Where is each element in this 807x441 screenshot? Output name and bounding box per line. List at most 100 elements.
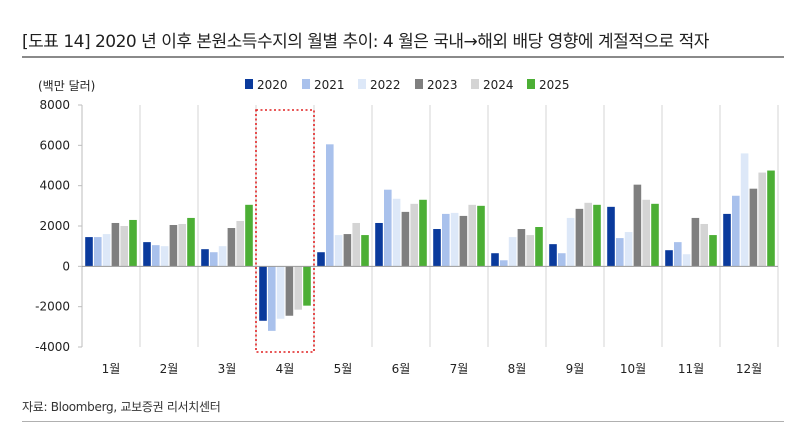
bar-2025-9 bbox=[593, 204, 601, 267]
x-tick-label: 1월 bbox=[102, 362, 121, 376]
bar-2022-4 bbox=[276, 266, 285, 319]
bottom-divider bbox=[22, 421, 784, 422]
bar-2020-9 bbox=[549, 244, 557, 267]
bar-2023-10 bbox=[633, 184, 642, 267]
bar-2023-1 bbox=[111, 222, 120, 267]
bar-2025-6 bbox=[419, 199, 427, 267]
legend-swatch-2023 bbox=[415, 79, 423, 89]
bar-2021-12 bbox=[732, 195, 740, 267]
legend-swatch-2020 bbox=[245, 79, 253, 89]
bar-2024-12 bbox=[758, 172, 766, 267]
bar-2021-7 bbox=[442, 213, 450, 267]
bar-2025-7 bbox=[477, 205, 485, 267]
bar-2022-10 bbox=[624, 232, 633, 267]
bar-2022-3 bbox=[218, 246, 227, 267]
x-tick-label: 9월 bbox=[566, 362, 585, 376]
bar-2023-2 bbox=[169, 224, 178, 267]
bar-2021-4 bbox=[268, 266, 276, 331]
y-tick-label: 8000 bbox=[39, 98, 70, 112]
x-tick-label: 6월 bbox=[392, 362, 411, 376]
bar-2024-6 bbox=[410, 203, 418, 267]
bar-2022-1 bbox=[102, 234, 111, 267]
bar-2025-4 bbox=[303, 266, 311, 306]
figure-title: [도표 14] 2020 년 이후 본원소득수지의 월별 추이: 4 월은 국내… bbox=[22, 32, 709, 52]
y-tick-label: 0 bbox=[62, 259, 70, 273]
x-tick-label: 7월 bbox=[450, 362, 469, 376]
bar-2023-8 bbox=[517, 229, 526, 267]
y-axis: -4000 -2000 0 2000 4000 6000 8000 bbox=[35, 98, 83, 354]
legend-label: 2023 bbox=[427, 78, 458, 92]
bar-2024-10 bbox=[642, 199, 650, 267]
bar-2020-7 bbox=[433, 229, 441, 267]
bar-2025-10 bbox=[651, 203, 659, 267]
x-tick-label: 4월 bbox=[276, 362, 295, 376]
bar-2020-6 bbox=[375, 222, 383, 267]
bar-2025-2 bbox=[187, 217, 195, 267]
bar-2024-3 bbox=[236, 220, 244, 267]
bar-2024-2 bbox=[178, 223, 186, 267]
month-separators bbox=[81, 105, 779, 347]
bar-2025-5 bbox=[361, 235, 369, 267]
bar-2023-9 bbox=[575, 208, 584, 267]
legend-label: 2021 bbox=[314, 78, 345, 92]
bar-2020-12 bbox=[723, 213, 731, 267]
bar-2025-3 bbox=[245, 204, 253, 267]
legend-swatch-2022 bbox=[358, 79, 366, 89]
bar-2020-2 bbox=[143, 242, 151, 267]
bar-2021-5 bbox=[326, 144, 334, 267]
x-tick-label: 11월 bbox=[678, 362, 704, 376]
bars bbox=[85, 144, 775, 331]
bar-2020-11 bbox=[665, 250, 673, 267]
bar-2020-10 bbox=[607, 206, 615, 267]
bar-2020-4 bbox=[259, 266, 267, 321]
bar-2022-8 bbox=[508, 237, 517, 267]
bar-2025-8 bbox=[535, 227, 543, 267]
legend-label: 2025 bbox=[539, 78, 570, 92]
y-tick-label: 2000 bbox=[39, 219, 70, 233]
april-highlight-box bbox=[255, 109, 315, 353]
source-note: 자료: Bloomberg, 교보증권 리서치센터 bbox=[22, 400, 221, 414]
bar-2022-11 bbox=[682, 254, 691, 267]
bar-2024-9 bbox=[584, 202, 592, 267]
bar-2021-2 bbox=[152, 245, 160, 267]
y-tick-label: -2000 bbox=[35, 300, 70, 314]
bar-2023-4 bbox=[285, 266, 294, 316]
bar-2023-3 bbox=[227, 228, 236, 267]
title-divider bbox=[22, 56, 784, 58]
bar-2024-5 bbox=[352, 222, 360, 267]
bar-2021-8 bbox=[500, 260, 508, 267]
bar-2024-8 bbox=[526, 235, 534, 267]
bar-2021-9 bbox=[558, 253, 566, 267]
y-tick-label: 4000 bbox=[39, 179, 70, 193]
bar-2023-12 bbox=[749, 188, 758, 267]
x-tick-label: 8월 bbox=[508, 362, 527, 376]
bar-2021-3 bbox=[210, 252, 218, 267]
bar-2020-1 bbox=[85, 237, 93, 267]
bar-2023-7 bbox=[459, 215, 468, 267]
bar-2023-5 bbox=[343, 234, 352, 267]
bar-2024-7 bbox=[468, 204, 476, 267]
bar-2024-1 bbox=[120, 226, 128, 267]
legend-swatch-2021 bbox=[302, 79, 310, 89]
x-axis: 1월 2월 3월 4월 5월 6월 7월 8월 9월 10월 11월 12월 bbox=[82, 265, 778, 376]
bar-2022-12 bbox=[740, 153, 749, 267]
bar-2020-3 bbox=[201, 249, 209, 267]
legend-swatch-2024 bbox=[471, 79, 479, 89]
legend: 2020 2021 2022 2023 2024 2025 bbox=[245, 78, 570, 92]
x-tick-label: 3월 bbox=[218, 362, 237, 376]
legend-label: 2022 bbox=[370, 78, 401, 92]
bar-2021-10 bbox=[616, 238, 624, 267]
bar-2023-6 bbox=[401, 211, 410, 267]
x-tick-label: 2월 bbox=[160, 362, 179, 376]
x-tick-label: 12월 bbox=[736, 362, 762, 376]
bar-chart: (백만 달러) -4000 -2000 0 2000 4000 6000 8000 1월 2월… bbox=[35, 78, 779, 376]
bar-2025-11 bbox=[709, 235, 717, 267]
bar-2021-1 bbox=[94, 237, 102, 267]
bar-2020-8 bbox=[491, 253, 499, 267]
bar-2022-9 bbox=[566, 217, 575, 267]
bar-2022-7 bbox=[450, 212, 459, 267]
bar-2024-11 bbox=[700, 223, 708, 267]
bar-2025-1 bbox=[129, 219, 137, 267]
bar-2024-4 bbox=[294, 266, 302, 310]
bar-2025-12 bbox=[767, 170, 775, 267]
